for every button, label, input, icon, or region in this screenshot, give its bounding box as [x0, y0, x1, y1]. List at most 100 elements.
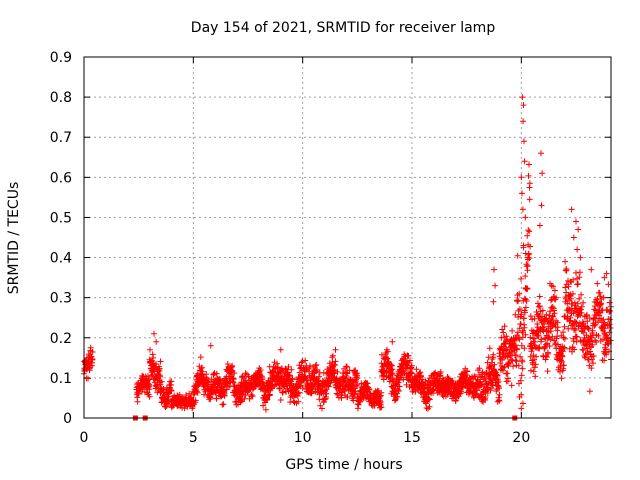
data-point — [248, 391, 255, 398]
data-point — [601, 274, 608, 281]
data-point — [231, 370, 238, 377]
data-point — [289, 375, 296, 382]
data-point — [490, 351, 497, 358]
data-point — [575, 280, 581, 287]
data-point — [535, 332, 542, 339]
data-point — [527, 334, 534, 341]
data-point — [569, 290, 576, 297]
data-point — [159, 387, 166, 393]
data-point — [601, 357, 608, 364]
data-point — [583, 311, 590, 318]
data-point — [458, 388, 465, 395]
data-point — [425, 395, 432, 402]
data-point — [134, 398, 141, 405]
data-point — [517, 353, 524, 360]
data-point — [575, 226, 582, 233]
data-point — [221, 392, 228, 399]
data-point — [384, 348, 391, 355]
data-point — [548, 297, 554, 304]
data-point — [325, 383, 332, 390]
data-point — [600, 316, 607, 323]
data-point — [515, 334, 522, 341]
data-point — [496, 391, 503, 398]
data-point — [296, 382, 303, 389]
data-point — [526, 161, 532, 168]
data-point — [532, 361, 539, 368]
data-point — [584, 318, 591, 325]
data-point — [591, 322, 598, 329]
ticks-layer: 0 0.1 0.2 0.3 0.4 0.5 0.6 0.7 0.8 0.9 0 5 10 15 20 — [50, 50, 611, 446]
data-point — [223, 386, 230, 393]
data-point — [580, 347, 587, 354]
data-point — [522, 214, 529, 221]
data-point — [522, 304, 529, 311]
data-point — [550, 283, 557, 290]
data-point — [495, 378, 502, 385]
data-point — [354, 370, 361, 377]
data-point — [515, 297, 522, 304]
data-point — [165, 396, 172, 403]
data-point — [501, 323, 508, 330]
data-point — [426, 396, 433, 403]
data-point — [524, 254, 531, 261]
data-point — [522, 273, 529, 280]
data-point — [408, 362, 415, 369]
data-point — [153, 338, 160, 345]
data-point — [158, 378, 165, 385]
data-point — [388, 361, 395, 368]
data-point — [524, 262, 531, 269]
data-point — [344, 370, 351, 377]
data-point — [331, 361, 338, 368]
data-point — [589, 341, 596, 348]
data-point — [89, 349, 96, 355]
data-point — [437, 369, 444, 375]
data-point — [504, 370, 511, 377]
data-point — [554, 324, 561, 331]
data-point — [389, 338, 396, 345]
data-point — [543, 353, 550, 360]
data-point — [156, 365, 163, 372]
data-point — [553, 294, 559, 301]
data-point — [600, 294, 607, 301]
data-point — [530, 368, 537, 375]
data-point — [366, 386, 373, 393]
y-tick-label: 0 — [63, 411, 72, 427]
data-point — [588, 266, 595, 273]
data-point — [186, 390, 193, 397]
data-point — [260, 402, 267, 409]
data-point — [586, 388, 593, 395]
data-point — [319, 405, 325, 412]
data-point — [259, 376, 266, 383]
data-point — [516, 336, 523, 343]
data-point — [312, 362, 319, 369]
data-point — [602, 346, 609, 353]
data-point — [378, 389, 385, 396]
data-point — [203, 371, 210, 378]
data-point — [536, 344, 543, 351]
data-point — [270, 369, 277, 375]
data-point — [146, 376, 153, 383]
data-point — [343, 363, 350, 370]
data-point — [588, 356, 595, 363]
data-point — [500, 329, 507, 336]
data-point — [561, 335, 568, 342]
data-point — [519, 358, 526, 365]
data-point — [307, 362, 313, 369]
data-point — [299, 358, 306, 365]
data-point — [332, 358, 339, 365]
data-point — [329, 352, 336, 359]
data-point — [146, 393, 153, 400]
grid-layer — [84, 57, 611, 418]
y-tick-label: 0.2 — [50, 331, 72, 347]
data-point — [478, 381, 485, 388]
data-point — [224, 361, 231, 367]
data-point — [154, 389, 161, 396]
y-tick-label: 0.4 — [50, 251, 72, 267]
data-point — [605, 281, 612, 288]
data-point — [566, 292, 573, 299]
data-point — [606, 299, 613, 306]
data-point — [389, 371, 396, 378]
data-point — [518, 174, 525, 181]
data-point — [87, 344, 94, 351]
data-point — [295, 390, 302, 397]
